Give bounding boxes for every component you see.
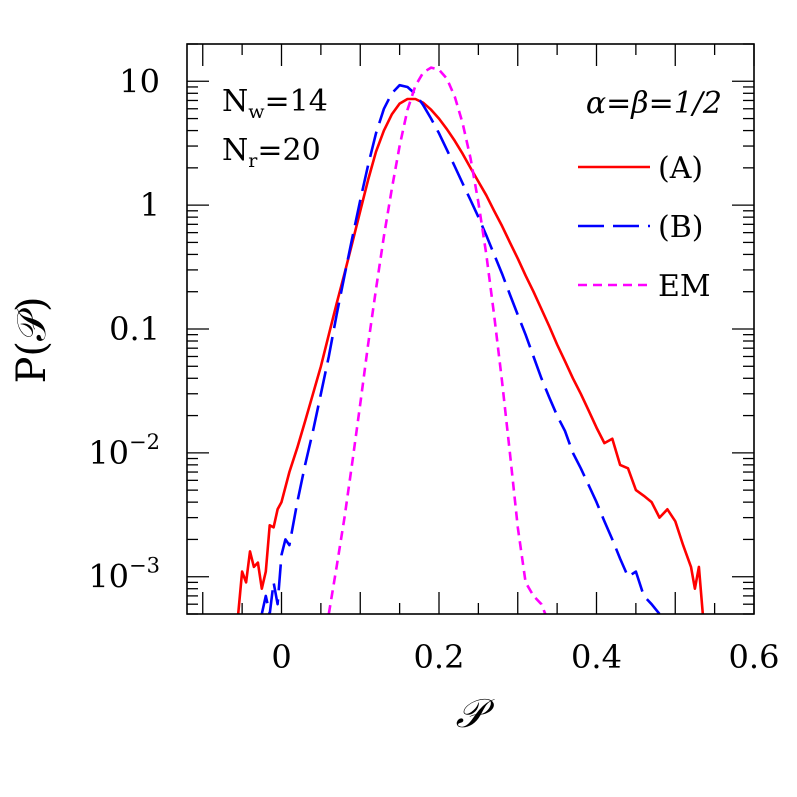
x-tick-label: 0.2 [414, 638, 465, 676]
y-axis-label: P(𝒫) [9, 297, 55, 384]
series-layer [236, 66, 705, 614]
series-line [260, 83, 661, 614]
x-tick-label: 0 [271, 638, 291, 676]
legend: (A) (B) EM [578, 151, 711, 304]
x-tick-label: 0.6 [729, 638, 780, 676]
y-tick-label-base: 0.1 [109, 310, 160, 348]
annotation-nw-sub: w [248, 101, 265, 123]
annotation-nw-rest: =14 [265, 84, 328, 119]
series-line [327, 66, 547, 614]
y-tick-label-exponent: −3 [129, 554, 160, 578]
annotation-nw-base: N [222, 84, 248, 119]
y-tick-label: 0.1 [109, 310, 160, 348]
legend-label: EM [658, 269, 711, 304]
x-tick-label: 0.4 [571, 638, 622, 676]
y-tick-label-base: 10 [88, 434, 129, 472]
y-tick-label: 1 [140, 186, 160, 224]
annotation-nr-rest: =20 [257, 133, 320, 168]
annotation-nr: Nr=20 [222, 133, 321, 172]
legend-label: (A) [658, 151, 703, 186]
annotation-nr-sub: r [248, 150, 258, 172]
plot-frame [186, 43, 755, 615]
x-axis-label: 𝒫 [456, 691, 496, 737]
annotation-nr-base: N [222, 133, 248, 168]
y-tick-label-base: 10 [119, 62, 160, 100]
y-tick-label-exponent: −2 [129, 430, 160, 454]
annotation-nw: Nw=14 [222, 84, 328, 123]
axis-ticks [187, 43, 755, 615]
y-tick-label: 10−3 [88, 554, 160, 596]
y-tick-label: 10 [119, 62, 160, 100]
y-tick-label-base: 10 [88, 558, 129, 596]
legend-label: (B) [658, 210, 703, 245]
series-line [236, 97, 705, 614]
y-tick-label-base: 1 [140, 186, 160, 224]
y-tick-label: 10−2 [88, 430, 160, 472]
annotation-params: α=β=1/2 [586, 86, 722, 121]
